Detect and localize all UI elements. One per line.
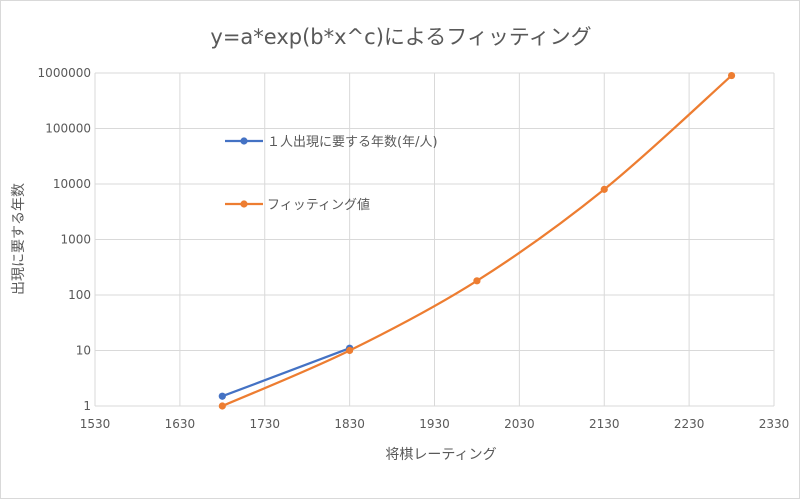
series-layer [218, 71, 736, 410]
data-point [346, 346, 354, 355]
legend-marker [240, 137, 248, 145]
x-tick-label: 1630 [165, 417, 196, 431]
series-2 [218, 71, 736, 410]
y-tick-label: 100 [68, 288, 91, 302]
y-tick-labels: 1 10 100 1000 10000 100000 1000000 [38, 66, 91, 413]
y-tick-label: 1000000 [38, 66, 91, 80]
series-line [221, 74, 733, 408]
legend-entry: フィッティング値 [225, 197, 370, 213]
x-tick-label: 2030 [504, 417, 535, 431]
y-tick-label: 1 [83, 399, 91, 413]
chart-title: y=a*exp(b*x^c)によるフィッティング [210, 25, 591, 49]
legend: １人出現に要する年数(年/人) フィッティング値 [225, 135, 438, 213]
legend-marker [240, 200, 248, 208]
data-point [600, 185, 608, 193]
y-tick-label: 100000 [45, 122, 91, 136]
legend-entry: １人出現に要する年数(年/人) [225, 135, 438, 150]
y-tick-label: 10 [76, 344, 91, 358]
series-1 [218, 344, 354, 400]
x-axis-title: 将棋レーティング [385, 447, 496, 463]
x-tick-label: 2230 [674, 417, 705, 431]
x-tick-label: 1930 [419, 417, 450, 431]
x-tick-label: 2330 [759, 417, 790, 431]
y-tick-label: 10000 [53, 177, 91, 191]
data-point [218, 402, 226, 410]
data-point [473, 277, 481, 285]
grid-layer [94, 72, 775, 407]
series-line [221, 347, 351, 398]
x-tick-labels: 1530 1630 1730 1830 1930 2030 2130 2230 2330 [80, 417, 790, 431]
data-point [218, 392, 226, 400]
x-tick-label: 1730 [249, 417, 280, 431]
data-point [727, 71, 736, 80]
y-axis-title: 出現に要する年数 [11, 183, 27, 295]
x-tick-label: 1530 [80, 417, 111, 431]
y-tick-label: 1000 [60, 233, 91, 247]
x-tick-label: 1830 [334, 417, 365, 431]
legend-label: １人出現に要する年数(年/人) [267, 135, 438, 150]
x-tick-label: 2130 [589, 417, 620, 431]
legend-label: フィッティング値 [267, 197, 370, 213]
